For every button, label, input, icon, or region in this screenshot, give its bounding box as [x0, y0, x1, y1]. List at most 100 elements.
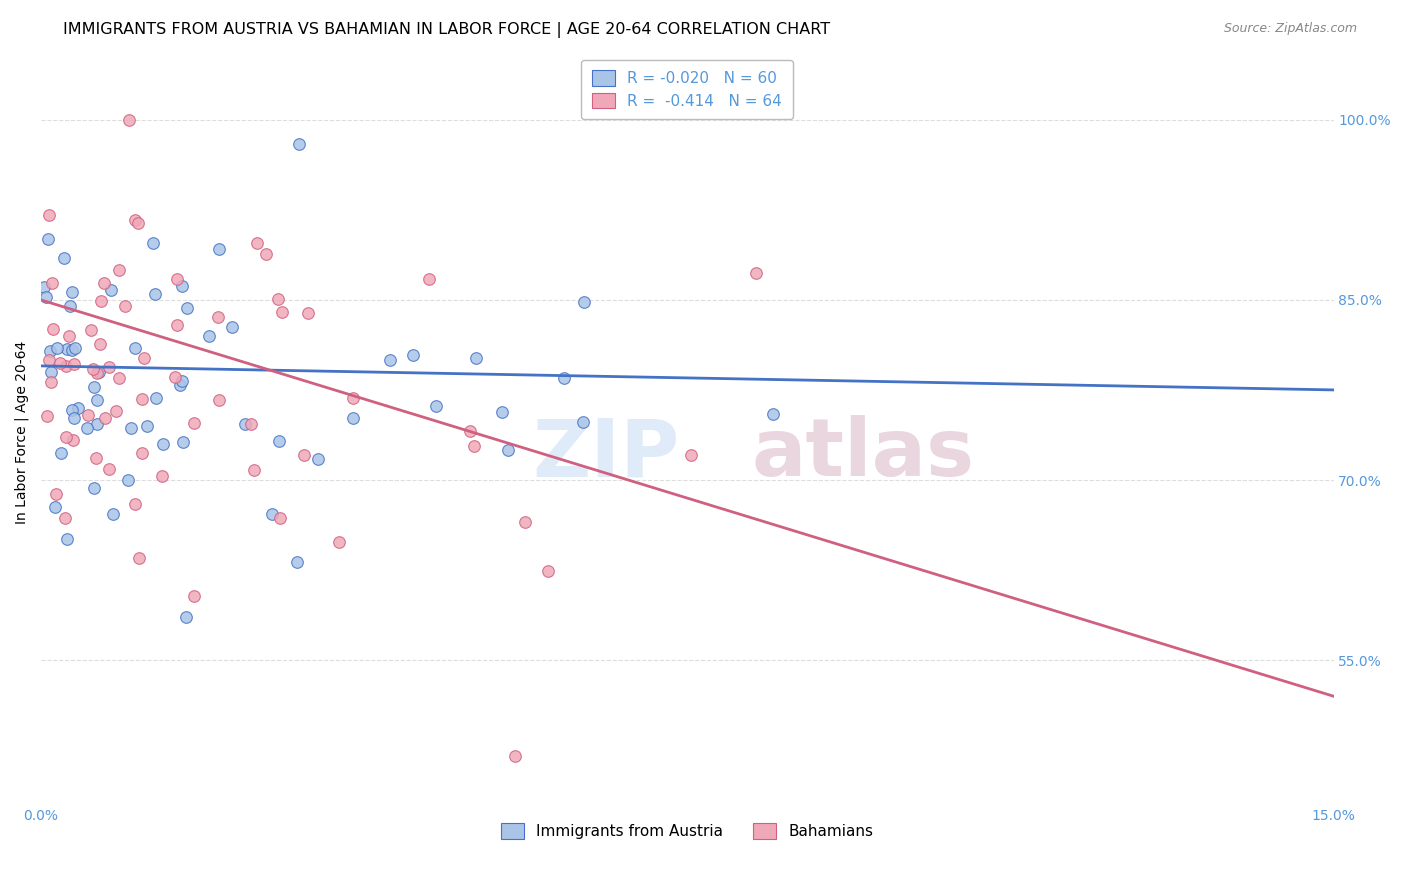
- Point: [104, 404, 127, 418]
- Point: [183, 589, 205, 603]
- Point: [56, 532, 79, 546]
- Point: [86, 417, 108, 431]
- Point: [90, 293, 112, 308]
- Point: [128, 550, 150, 565]
- Point: [60, 285, 83, 300]
- Text: ZIP: ZIP: [531, 416, 679, 493]
- Point: [100, 283, 122, 297]
- Point: [63, 357, 86, 371]
- Point: [246, 236, 269, 251]
- Point: [342, 391, 364, 405]
- Point: [240, 417, 263, 432]
- Point: [152, 437, 174, 451]
- Point: [83, 481, 105, 495]
- Point: [458, 424, 481, 438]
- Point: [172, 435, 194, 450]
- Text: atlas: atlas: [752, 416, 974, 493]
- Point: [183, 416, 205, 430]
- Point: [208, 242, 231, 256]
- Point: [262, 508, 284, 522]
- Point: [49, 446, 72, 460]
- Point: [41, 322, 63, 336]
- Point: [208, 393, 231, 408]
- Text: Source: ZipAtlas.com: Source: ZipAtlas.com: [1223, 22, 1357, 36]
- Point: [45, 487, 67, 501]
- Point: [55, 430, 77, 444]
- Point: [233, 417, 256, 431]
- Point: [143, 286, 166, 301]
- Point: [117, 474, 139, 488]
- Point: [80, 323, 103, 337]
- Point: [269, 510, 291, 524]
- Point: [97, 360, 120, 375]
- Point: [166, 318, 188, 332]
- Point: [63, 341, 86, 355]
- Point: [503, 749, 526, 764]
- Point: [271, 305, 294, 319]
- Y-axis label: In Labor Force | Age 20-64: In Labor Force | Age 20-64: [15, 341, 30, 524]
- Point: [292, 448, 315, 462]
- Point: [124, 341, 146, 355]
- Point: [35, 290, 58, 304]
- Point: [198, 328, 221, 343]
- Point: [45, 341, 67, 355]
- Point: [378, 353, 401, 368]
- Point: [35, 409, 58, 424]
- Point: [513, 515, 536, 529]
- Point: [402, 348, 425, 362]
- Point: [243, 462, 266, 476]
- Point: [44, 500, 66, 515]
- Point: [107, 262, 129, 277]
- Point: [86, 393, 108, 408]
- Point: [37, 232, 59, 246]
- Point: [170, 374, 193, 388]
- Point: [572, 295, 595, 310]
- Point: [131, 446, 153, 460]
- Point: [297, 306, 319, 320]
- Point: [58, 329, 80, 343]
- Point: [553, 370, 575, 384]
- Point: [94, 411, 117, 425]
- Point: [285, 555, 308, 569]
- Point: [53, 511, 76, 525]
- Point: [127, 216, 149, 230]
- Point: [145, 391, 167, 405]
- Point: [84, 450, 107, 465]
- Point: [537, 564, 560, 578]
- Point: [52, 251, 75, 265]
- Point: [176, 301, 198, 316]
- Point: [49, 356, 72, 370]
- Point: [60, 343, 83, 358]
- Point: [66, 401, 89, 415]
- Point: [93, 277, 115, 291]
- Point: [207, 310, 229, 324]
- Point: [288, 136, 311, 151]
- Text: IMMIGRANTS FROM AUSTRIA VS BAHAMIAN IN LABOR FORCE | AGE 20-64 CORRELATION CHART: IMMIGRANTS FROM AUSTRIA VS BAHAMIAN IN L…: [63, 22, 831, 38]
- Point: [174, 610, 197, 624]
- Point: [89, 337, 111, 351]
- Point: [124, 497, 146, 511]
- Point: [103, 507, 125, 521]
- Legend: Immigrants from Austria, Bahamians: Immigrants from Austria, Bahamians: [495, 817, 880, 845]
- Point: [59, 299, 82, 313]
- Point: [745, 267, 768, 281]
- Point: [118, 112, 141, 127]
- Point: [342, 411, 364, 425]
- Point: [76, 421, 98, 435]
- Point: [60, 402, 83, 417]
- Point: [496, 443, 519, 458]
- Point: [142, 235, 165, 250]
- Point: [418, 271, 440, 285]
- Point: [172, 279, 194, 293]
- Point: [82, 362, 104, 376]
- Point: [97, 461, 120, 475]
- Point: [86, 366, 108, 380]
- Point: [108, 371, 131, 385]
- Point: [135, 419, 157, 434]
- Point: [63, 411, 86, 425]
- Point: [163, 370, 186, 384]
- Point: [38, 343, 60, 358]
- Point: [425, 399, 447, 413]
- Point: [38, 209, 60, 223]
- Point: [131, 392, 153, 406]
